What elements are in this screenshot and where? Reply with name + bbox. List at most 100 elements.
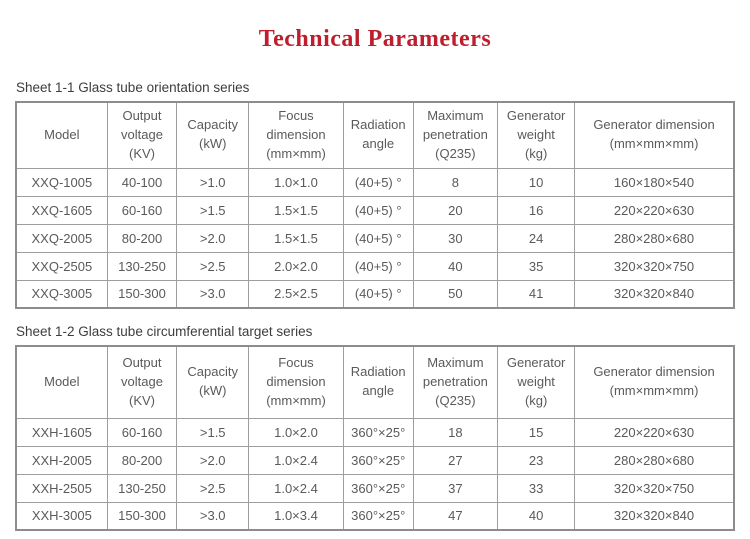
content-area: Sheet 1-1 Glass tube orientation series …: [0, 80, 750, 531]
cell-focus-dimension: 1.5×1.5: [248, 223, 344, 253]
cell-focus-dimension: 1.0×3.4: [248, 501, 344, 531]
cell-model: XXQ-2505: [15, 251, 108, 281]
col-header-focus-dimension: Focus dimension (mm×mm): [248, 345, 344, 419]
cell-capacity: >2.5: [176, 251, 250, 281]
col-header-output-voltage: Output voltage (KV): [106, 345, 178, 419]
col-header-capacity: Capacity (kW): [176, 345, 250, 419]
cell-capacity: >1.0: [176, 167, 250, 197]
cell-generator-dimension: 220×220×630: [574, 417, 735, 447]
cell-output-voltage: 40-100: [106, 167, 178, 197]
col-header-generator-dimension: Generator dimension (mm×mm×mm): [574, 345, 735, 419]
cell-model: XXQ-1605: [15, 195, 108, 225]
cell-generator-weight: 15: [497, 417, 576, 447]
cell-generator-dimension: 160×180×540: [574, 167, 735, 197]
cell-radiation-angle: (40+5) °: [342, 195, 414, 225]
cell-maximum-penetration: 20: [412, 195, 499, 225]
cell-generator-dimension: 280×280×680: [574, 445, 735, 475]
col-header-model: Model: [15, 101, 108, 169]
table-row: XXH-2505 130-250 >2.5 1.0×2.4 360°×25° 3…: [15, 473, 735, 503]
cell-capacity: >2.0: [176, 223, 250, 253]
cell-radiation-angle: 360°×25°: [342, 473, 414, 503]
sheet1-caption: Sheet 1-1 Glass tube orientation series: [16, 80, 250, 95]
cell-model: XXH-3005: [15, 501, 108, 531]
cell-generator-weight: 16: [497, 195, 576, 225]
col-header-output-voltage: Output voltage (KV): [106, 101, 178, 169]
cell-generator-weight: 10: [497, 167, 576, 197]
col-header-capacity: Capacity (kW): [176, 101, 250, 169]
cell-radiation-angle: (40+5) °: [342, 279, 414, 309]
cell-radiation-angle: 360°×25°: [342, 445, 414, 475]
cell-capacity: >1.5: [176, 417, 250, 447]
cell-model: XXQ-1005: [15, 167, 108, 197]
cell-capacity: >1.5: [176, 195, 250, 225]
cell-capacity: >2.0: [176, 445, 250, 475]
col-header-focus-dimension: Focus dimension (mm×mm): [248, 101, 344, 169]
cell-output-voltage: 60-160: [106, 195, 178, 225]
cell-radiation-angle: 360°×25°: [342, 417, 414, 447]
cell-generator-weight: 33: [497, 473, 576, 503]
cell-output-voltage: 60-160: [106, 417, 178, 447]
sheet1-table: Model Output voltage (KV) Capacity (kW) …: [15, 101, 735, 309]
cell-model: XXH-2005: [15, 445, 108, 475]
cell-generator-dimension: 320×320×750: [574, 251, 735, 281]
table-row: XXQ-1605 60-160 >1.5 1.5×1.5 (40+5) ° 20…: [15, 195, 735, 225]
cell-model: XXQ-3005: [15, 279, 108, 309]
cell-maximum-penetration: 47: [412, 501, 499, 531]
cell-radiation-angle: (40+5) °: [342, 223, 414, 253]
cell-capacity: >3.0: [176, 279, 250, 309]
cell-capacity: >3.0: [176, 501, 250, 531]
sheet2-caption: Sheet 1-2 Glass tube circumferential tar…: [16, 324, 313, 339]
cell-generator-dimension: 320×320×750: [574, 473, 735, 503]
cell-generator-weight: 24: [497, 223, 576, 253]
cell-capacity: >2.5: [176, 473, 250, 503]
cell-model: XXH-2505: [15, 473, 108, 503]
col-header-generator-weight: Generator weight (kg): [497, 101, 576, 169]
cell-focus-dimension: 1.0×2.4: [248, 473, 344, 503]
cell-output-voltage: 80-200: [106, 445, 178, 475]
col-header-radiation-angle: Radiation angle: [342, 101, 414, 169]
col-header-maximum-penetration: Maximum penetration (Q235): [412, 345, 499, 419]
cell-maximum-penetration: 30: [412, 223, 499, 253]
table-row: XXH-2005 80-200 >2.0 1.0×2.4 360°×25° 27…: [15, 445, 735, 475]
table-row: XXQ-2005 80-200 >2.0 1.5×1.5 (40+5) ° 30…: [15, 223, 735, 253]
cell-generator-dimension: 220×220×630: [574, 195, 735, 225]
cell-focus-dimension: 1.5×1.5: [248, 195, 344, 225]
cell-radiation-angle: 360°×25°: [342, 501, 414, 531]
cell-generator-dimension: 320×320×840: [574, 501, 735, 531]
cell-model: XXH-1605: [15, 417, 108, 447]
cell-focus-dimension: 1.0×1.0: [248, 167, 344, 197]
cell-output-voltage: 130-250: [106, 473, 178, 503]
col-header-generator-dimension: Generator dimension (mm×mm×mm): [574, 101, 735, 169]
cell-generator-weight: 41: [497, 279, 576, 309]
table-row: XXQ-2505 130-250 >2.5 2.0×2.0 (40+5) ° 4…: [15, 251, 735, 281]
cell-model: XXQ-2005: [15, 223, 108, 253]
cell-output-voltage: 150-300: [106, 279, 178, 309]
header-row: Model Output voltage (KV) Capacity (kW) …: [15, 101, 735, 169]
cell-radiation-angle: (40+5) °: [342, 251, 414, 281]
cell-generator-weight: 40: [497, 501, 576, 531]
cell-focus-dimension: 1.0×2.0: [248, 417, 344, 447]
cell-maximum-penetration: 37: [412, 473, 499, 503]
table-row: XXQ-3005 150-300 >3.0 2.5×2.5 (40+5) ° 5…: [15, 279, 735, 309]
cell-radiation-angle: (40+5) °: [342, 167, 414, 197]
cell-generator-weight: 35: [497, 251, 576, 281]
cell-generator-dimension: 320×320×840: [574, 279, 735, 309]
cell-generator-weight: 23: [497, 445, 576, 475]
header-row: Model Output voltage (KV) Capacity (kW) …: [15, 345, 735, 419]
cell-maximum-penetration: 8: [412, 167, 499, 197]
cell-output-voltage: 80-200: [106, 223, 178, 253]
sheet2-table: Model Output voltage (KV) Capacity (kW) …: [15, 345, 735, 531]
table-row: XXH-1605 60-160 >1.5 1.0×2.0 360°×25° 18…: [15, 417, 735, 447]
col-header-model: Model: [15, 345, 108, 419]
cell-maximum-penetration: 50: [412, 279, 499, 309]
page-title: Technical Parameters: [258, 26, 492, 52]
col-header-generator-weight: Generator weight (kg): [497, 345, 576, 419]
cell-maximum-penetration: 27: [412, 445, 499, 475]
cell-focus-dimension: 1.0×2.4: [248, 445, 344, 475]
cell-focus-dimension: 2.0×2.0: [248, 251, 344, 281]
cell-maximum-penetration: 40: [412, 251, 499, 281]
cell-output-voltage: 130-250: [106, 251, 178, 281]
table-row: XXQ-1005 40-100 >1.0 1.0×1.0 (40+5) ° 8 …: [15, 167, 735, 197]
cell-maximum-penetration: 18: [412, 417, 499, 447]
table-row: XXH-3005 150-300 >3.0 1.0×3.4 360°×25° 4…: [15, 501, 735, 531]
